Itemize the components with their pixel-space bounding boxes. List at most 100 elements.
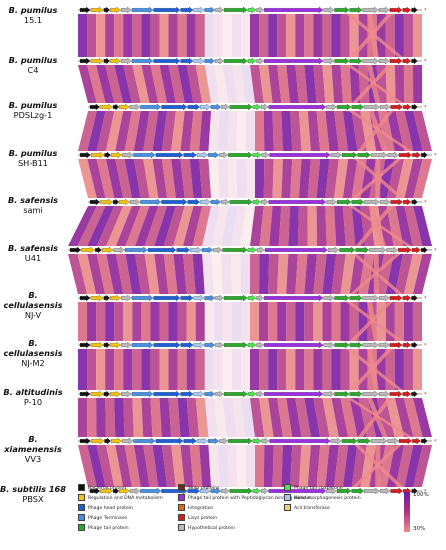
similarity-band <box>334 111 349 151</box>
gene-arrow <box>341 437 358 445</box>
similarity-band <box>208 159 220 198</box>
gene-arrow <box>180 390 194 398</box>
similarity-band <box>281 111 293 151</box>
similarity-band <box>189 111 203 151</box>
gene-arrow <box>91 437 105 445</box>
similarity-band <box>290 445 302 487</box>
gene-arrow <box>411 198 418 206</box>
gene-arrow <box>89 487 101 495</box>
similarity-band <box>168 14 178 57</box>
legend-swatch <box>178 484 185 491</box>
similarity-band <box>281 159 293 198</box>
gene-arrow <box>389 390 403 398</box>
gene-arrow <box>119 198 130 206</box>
gene-arrow <box>180 341 194 349</box>
similarity-band <box>168 349 178 390</box>
gene-arrow <box>411 6 418 14</box>
gene-arrow <box>228 151 253 159</box>
crossing-link <box>349 302 393 341</box>
similarity-band <box>186 302 196 341</box>
similarity-band <box>286 254 298 294</box>
similarity-band <box>290 111 302 151</box>
similarity-band <box>268 14 278 57</box>
strain-name: PDSLzg-1 <box>13 110 53 120</box>
gene-arrow <box>129 198 141 206</box>
gene-arrow <box>204 57 216 65</box>
similarity-band <box>87 111 106 151</box>
similarity-band <box>404 159 423 198</box>
gene-arrow <box>389 341 403 349</box>
similarity-band <box>334 206 346 246</box>
similarity-band <box>87 65 106 103</box>
gene-arrow <box>403 103 412 111</box>
att-marker-icon: * <box>424 296 427 302</box>
similarity-band <box>115 111 132 151</box>
gene-arrow <box>103 294 110 302</box>
gene-arrow <box>247 341 257 349</box>
similarity-band <box>342 111 358 151</box>
similarity-band <box>213 14 223 57</box>
similarity-band <box>143 159 159 198</box>
similarity-band <box>297 206 308 246</box>
similarity-band <box>135 254 151 294</box>
similarity-band <box>123 65 141 103</box>
legend-item: Phage head protein <box>78 504 133 511</box>
similarity-band <box>313 254 327 294</box>
similarity-band <box>240 206 255 246</box>
similarity-band <box>349 14 359 57</box>
similarity-band <box>376 254 394 294</box>
similarity-band <box>322 254 337 294</box>
similarity-band <box>240 302 250 341</box>
att-marker-icon: * <box>434 153 437 159</box>
gene-arrow <box>387 437 399 445</box>
similarity-band <box>403 254 423 294</box>
similarity-band <box>240 254 250 294</box>
strain-name: P-10 <box>23 397 43 407</box>
similarity-band <box>259 349 269 390</box>
similarity-band <box>322 349 332 390</box>
similarity-band <box>78 349 88 390</box>
legend-label: Lisys protein <box>188 516 218 521</box>
gene-arrow <box>204 294 216 302</box>
species-name: B. pumilus <box>8 55 58 65</box>
similarity-band <box>152 159 168 198</box>
legend-label: Regulation and DNA metabolism <box>88 496 163 501</box>
gene-arrow <box>79 6 91 14</box>
gene-arrow <box>196 437 208 445</box>
gene-arrow <box>223 341 248 349</box>
similarity-band <box>304 349 314 390</box>
similarity-band <box>105 65 124 103</box>
similarity-band <box>240 14 250 57</box>
att-marker-icon: * <box>434 439 437 445</box>
similarity-band <box>195 349 205 390</box>
gene-arrow <box>378 294 390 302</box>
gene-arrow <box>349 294 363 302</box>
similarity-band <box>87 445 106 487</box>
gene-arrow <box>221 487 230 495</box>
gene-arrow <box>210 103 222 111</box>
similarity-band <box>106 254 124 294</box>
similarity-band <box>227 159 238 198</box>
similarity-band <box>195 302 205 341</box>
crossing-link <box>349 14 393 57</box>
similarity-band <box>259 254 270 294</box>
legend-item: Phage tail chaperone <box>284 484 343 491</box>
similarity-band <box>182 254 196 294</box>
gene-arrow <box>323 57 335 65</box>
similarity-band <box>322 398 339 437</box>
similarity-band <box>263 159 274 198</box>
similarity-band <box>394 65 405 103</box>
gene-arrow <box>261 487 269 495</box>
gene-arrow <box>364 103 380 111</box>
legend-label: Hypothetical protein <box>188 526 235 531</box>
gene-arrow <box>113 487 120 495</box>
legend-swatch <box>284 494 291 501</box>
legend-item: Regulation and DNA metabolism <box>78 494 163 501</box>
gene-arrow <box>200 198 211 206</box>
gene-arrow <box>247 390 257 398</box>
gene-arrow <box>180 294 194 302</box>
similarity-band <box>154 254 169 294</box>
gene-arrow <box>121 390 132 398</box>
similarity-band <box>240 65 255 103</box>
similarity-band <box>227 445 238 487</box>
